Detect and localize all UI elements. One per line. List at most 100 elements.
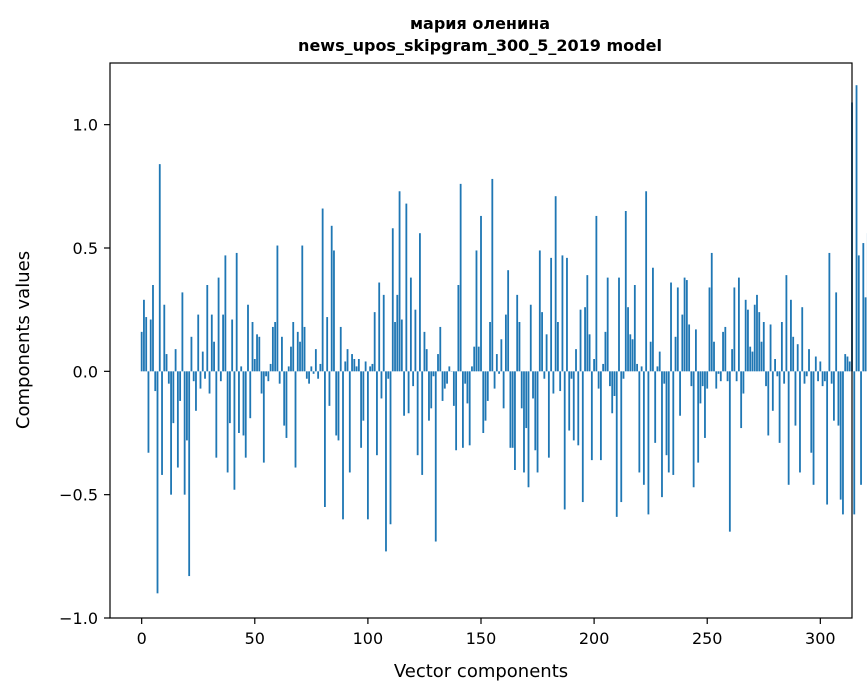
bar-12 — [167, 371, 170, 384]
bar-276 — [765, 371, 767, 387]
bar-135 — [446, 371, 448, 384]
bar-171 — [527, 371, 530, 488]
bar-156 — [493, 371, 496, 389]
bar-112 — [394, 322, 396, 372]
bar-272 — [756, 294, 758, 372]
bar-213 — [622, 371, 625, 379]
bar-189 — [568, 371, 571, 431]
bar-288 — [792, 336, 795, 372]
bar-108 — [385, 371, 387, 552]
bar-311 — [844, 354, 847, 372]
bar-123 — [419, 233, 421, 372]
bar-71 — [301, 245, 304, 372]
bar-277 — [767, 371, 770, 436]
bar-178 — [543, 371, 546, 379]
bar-229 — [658, 351, 661, 372]
bar-292 — [801, 307, 804, 372]
bar-72 — [303, 326, 306, 372]
bar-115 — [400, 319, 403, 372]
bar-257 — [722, 331, 724, 372]
bar-76 — [312, 371, 315, 374]
bar-23 — [192, 371, 195, 382]
bar-104 — [376, 371, 378, 456]
bar-36 — [222, 314, 225, 372]
bar-81 — [324, 371, 326, 507]
bar-264 — [737, 277, 740, 372]
bar-43 — [238, 371, 240, 433]
bar-109 — [387, 371, 390, 379]
bar-294 — [805, 371, 808, 377]
bar-122 — [416, 371, 419, 456]
bar-0 — [140, 331, 143, 372]
bar-9 — [161, 371, 163, 475]
bar-265 — [740, 371, 743, 429]
bar-17 — [179, 371, 182, 401]
bar-143 — [464, 371, 467, 384]
bar-161 — [504, 314, 507, 372]
bar-107 — [382, 294, 385, 372]
bar-16 — [176, 371, 179, 468]
bar-127 — [428, 371, 430, 421]
bar-293 — [803, 371, 806, 384]
bar-130 — [434, 371, 437, 542]
bar-44 — [240, 366, 243, 372]
bar-162 — [507, 270, 510, 372]
bar-278 — [769, 324, 772, 372]
bar-93 — [351, 354, 353, 372]
bar-300 — [819, 361, 822, 372]
bar-146 — [471, 366, 473, 372]
bar-287 — [790, 299, 792, 372]
bar-31 — [210, 314, 213, 372]
bar-248 — [701, 371, 704, 387]
bar-226 — [652, 267, 654, 372]
bar-60 — [276, 245, 279, 372]
bar-125 — [423, 331, 426, 372]
bar-197 — [586, 275, 589, 372]
bar-319 — [862, 243, 865, 372]
bar-215 — [627, 307, 629, 372]
bar-169 — [523, 371, 525, 473]
bar-194 — [579, 309, 582, 372]
bar-37 — [224, 255, 227, 372]
bar-312 — [846, 356, 849, 372]
bar-105 — [378, 282, 381, 372]
bar-45 — [242, 371, 245, 436]
bar-281 — [776, 371, 779, 377]
bar-244 — [692, 371, 695, 488]
bar-212 — [620, 371, 623, 503]
bar-91 — [346, 349, 349, 372]
bar-304 — [828, 252, 831, 372]
bar-134 — [443, 371, 446, 389]
bar-270 — [751, 351, 754, 372]
bar-180 — [547, 371, 550, 458]
bar-187 — [563, 371, 566, 510]
bar-2 — [145, 317, 148, 372]
bar-247 — [699, 371, 702, 404]
bar-89 — [342, 371, 344, 520]
bar-183 — [554, 196, 557, 372]
bar-228 — [656, 366, 659, 372]
bar-34 — [217, 277, 220, 372]
bar-138 — [452, 371, 455, 406]
bar-234 — [670, 282, 672, 372]
bar-157 — [495, 354, 498, 372]
bar-166 — [516, 294, 519, 372]
bar-165 — [514, 371, 516, 470]
bar-188 — [566, 257, 568, 372]
chart-title-line1: мария оленина — [410, 14, 550, 33]
bar-15 — [174, 349, 177, 372]
bar-210 — [615, 371, 618, 517]
bar-315 — [853, 371, 856, 515]
bar-85 — [333, 250, 335, 372]
bar-148 — [475, 250, 478, 372]
bar-26 — [199, 371, 202, 389]
bar-254 — [715, 371, 718, 389]
x-tick-label: 150 — [466, 629, 497, 648]
bar-106 — [380, 371, 383, 399]
bar-227 — [654, 371, 657, 443]
bar-101 — [369, 366, 372, 372]
bar-3 — [147, 371, 150, 453]
bar-20 — [186, 371, 188, 441]
bar-216 — [629, 334, 632, 372]
